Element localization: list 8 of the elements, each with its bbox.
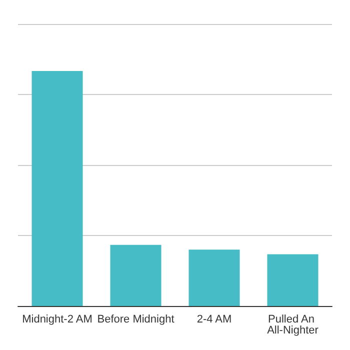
bar <box>110 244 162 306</box>
x-tick-label: Before Midnight <box>97 314 174 326</box>
bar <box>267 254 318 306</box>
x-tick-label: 2-4 AM <box>196 314 232 326</box>
bar <box>188 250 240 306</box>
x-tick-label: Midnight-2 AM <box>22 314 92 326</box>
x-tick-label: Pulled An All-Nighter <box>267 314 319 336</box>
bar <box>32 71 83 306</box>
